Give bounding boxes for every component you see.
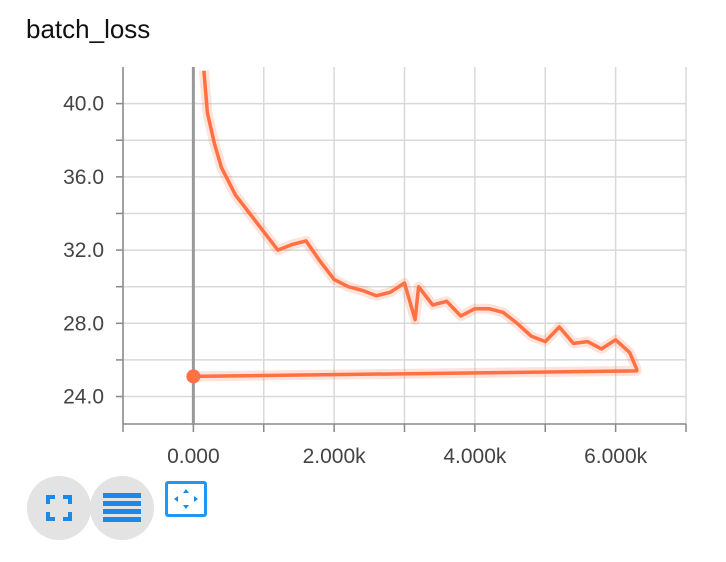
chart-title: batch_loss — [26, 14, 151, 44]
series-raw-line — [193, 70, 642, 382]
x-tick-label: 4.000k — [443, 445, 507, 468]
y-tick-label: 40.0 — [63, 93, 104, 116]
fullscreen-icon — [46, 495, 72, 521]
fullscreen-button[interactable] — [27, 476, 91, 540]
lines-icon — [103, 493, 141, 522]
x-axis: 0.000 2.000k 4.000k 6.000k — [122, 424, 687, 468]
x-tick-label: 2.000k — [303, 445, 367, 468]
series-line — [193, 70, 639, 379]
chart-series — [186, 70, 642, 384]
fit-domain-icon — [174, 489, 198, 509]
x-tick-label: 6.000k — [584, 445, 648, 468]
y-tick-label: 28.0 — [63, 312, 104, 335]
y-axis: 24.0 28.0 32.0 36.0 40.0 — [63, 93, 123, 409]
chart-plot: 0.000 2.000k 4.000k 6.000k 24.0 28.0 32.0 36.0… — [63, 67, 687, 468]
chart-grid — [122, 67, 687, 425]
y-tick-label: 36.0 — [63, 166, 104, 189]
y-tick-label: 32.0 — [63, 239, 104, 262]
x-tick-label: 0.000 — [167, 445, 220, 468]
fit-domain-button[interactable] — [165, 481, 207, 517]
data-point — [186, 369, 201, 384]
toggle-lines-button[interactable] — [90, 476, 154, 540]
y-tick-label: 24.0 — [63, 386, 104, 409]
